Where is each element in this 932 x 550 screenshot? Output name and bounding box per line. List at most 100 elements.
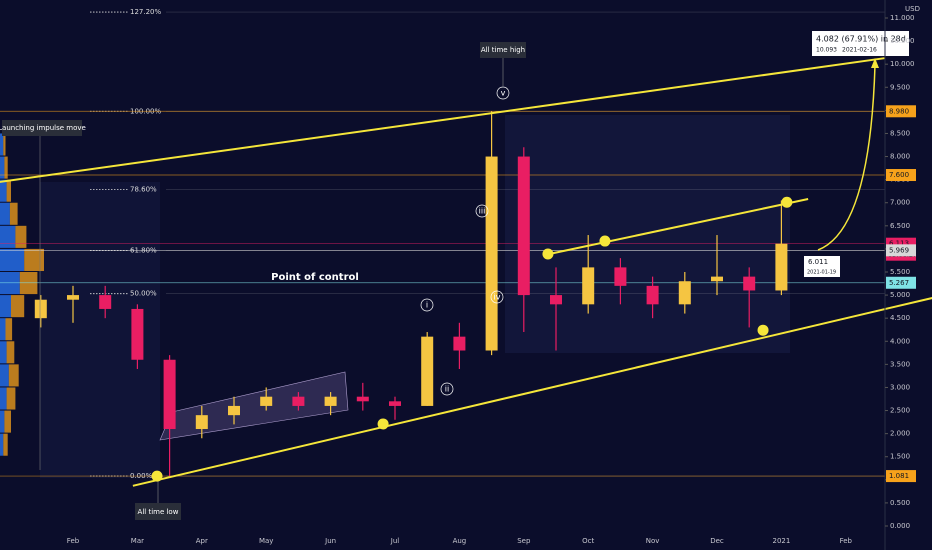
candle-body	[517, 156, 530, 296]
y-tick-label: 0.500	[890, 499, 910, 507]
wave-circle	[496, 86, 510, 100]
wave-circle	[420, 298, 434, 312]
volume-up	[0, 179, 7, 202]
candle-body	[163, 359, 176, 430]
price-tag	[886, 105, 916, 118]
price-tag	[886, 169, 916, 182]
y-tick-label: 1.500	[890, 453, 910, 461]
y-tick-label: 10.000	[890, 60, 915, 68]
pivot-marker	[377, 418, 389, 430]
volume-down	[9, 202, 18, 225]
volume-up	[0, 433, 4, 456]
x-tick-label: Aug	[453, 537, 467, 545]
callout-date: 2021-02-16	[842, 47, 877, 54]
wave-label: v	[501, 89, 506, 98]
wave-circle	[440, 382, 454, 396]
price-tag-label: 7.600	[889, 171, 909, 179]
volume-up	[0, 341, 7, 364]
x-tick-label: Dec	[710, 537, 724, 545]
volume-down	[6, 387, 16, 410]
projection-arrow	[817, 64, 876, 251]
candle-body	[550, 295, 562, 305]
candle-body	[453, 336, 466, 351]
annotation: All time low	[138, 508, 179, 516]
volume-down	[15, 225, 27, 248]
y-tick-label: 2.500	[890, 407, 910, 415]
candle-body	[292, 396, 305, 406]
pivot-marker	[599, 235, 611, 247]
volume-up	[0, 202, 10, 225]
candle-body	[485, 156, 498, 351]
x-tick-label: Mar	[131, 537, 144, 545]
candle-body	[646, 285, 659, 305]
candle-body	[260, 396, 273, 406]
volume-up	[0, 410, 5, 433]
wave-label: i	[426, 301, 428, 310]
price-tag	[886, 276, 916, 289]
y-tick-label: 5.000	[890, 291, 910, 299]
volume-up	[0, 318, 6, 341]
candle-body	[421, 336, 434, 406]
x-tick-label: Feb	[67, 537, 80, 545]
candle-body	[195, 415, 208, 430]
y-tick-label: 6.500	[890, 222, 910, 230]
y-tick-label: 8.000	[890, 153, 910, 161]
volume-up	[0, 364, 9, 387]
pivot-marker	[542, 248, 554, 260]
x-tick-label: Jun	[324, 537, 336, 545]
callout-date: 2021-01-19	[807, 270, 836, 276]
volume-down	[3, 133, 6, 156]
volume-up	[0, 133, 4, 156]
volume-down	[11, 295, 25, 318]
volume-up	[0, 248, 25, 271]
fib-label: 78.60%	[130, 185, 157, 193]
y-tick-label: 3.000	[890, 383, 910, 391]
pivot-marker	[757, 324, 769, 336]
price-tag-label: 1.081	[889, 472, 909, 480]
candle-body	[678, 281, 691, 305]
volume-up	[0, 156, 5, 179]
volume-down	[5, 318, 13, 341]
annotations: All time high All time low Launching imp…	[0, 31, 932, 520]
price-tag-label: 8.980	[889, 107, 909, 115]
candle-body	[67, 295, 79, 300]
y-tick-label: 4.000	[890, 337, 910, 345]
channel-line	[0, 57, 885, 183]
annotation: All time high	[481, 46, 525, 54]
wave-circle	[475, 204, 489, 218]
y-tick-label: 0.000	[890, 522, 910, 530]
callout-box	[804, 256, 840, 277]
y-tick-label: 7.000	[890, 199, 910, 207]
y-tick-label: 3.500	[890, 360, 910, 368]
fib-label: 50.00%	[130, 290, 157, 298]
volume-down	[24, 248, 44, 271]
price-tag-label: 5.267	[889, 279, 909, 287]
volume-up	[0, 387, 7, 410]
callout-box	[812, 31, 909, 56]
price-tag	[886, 244, 916, 257]
channel-line	[132, 297, 932, 487]
x-tick-label: Nov	[646, 537, 660, 545]
candle-body	[743, 276, 756, 291]
candle-body	[711, 276, 723, 282]
wave-label: ii	[445, 385, 449, 394]
label-box	[480, 42, 526, 58]
candle-body	[34, 299, 47, 319]
candle-body	[99, 295, 112, 309]
candle-body	[389, 401, 401, 406]
volume-up	[0, 225, 16, 248]
x-tick-label: 2021	[772, 537, 790, 545]
annotation: Launching impulse move	[0, 124, 86, 132]
volume-down	[6, 341, 15, 364]
price-tag-label: 5.969	[889, 246, 909, 254]
wave-label: iii	[479, 207, 486, 216]
x-tick-label: Oct	[582, 537, 594, 545]
wave-circle	[490, 290, 504, 304]
arrow-head	[871, 58, 879, 68]
x-tick-label: Jul	[390, 537, 400, 545]
plot-area: 127.20%100.00%78.60%61.80%50.00%0.00%	[0, 8, 885, 480]
pivot-marker	[781, 196, 793, 208]
volume-down	[4, 410, 11, 433]
volume-down	[4, 156, 8, 179]
